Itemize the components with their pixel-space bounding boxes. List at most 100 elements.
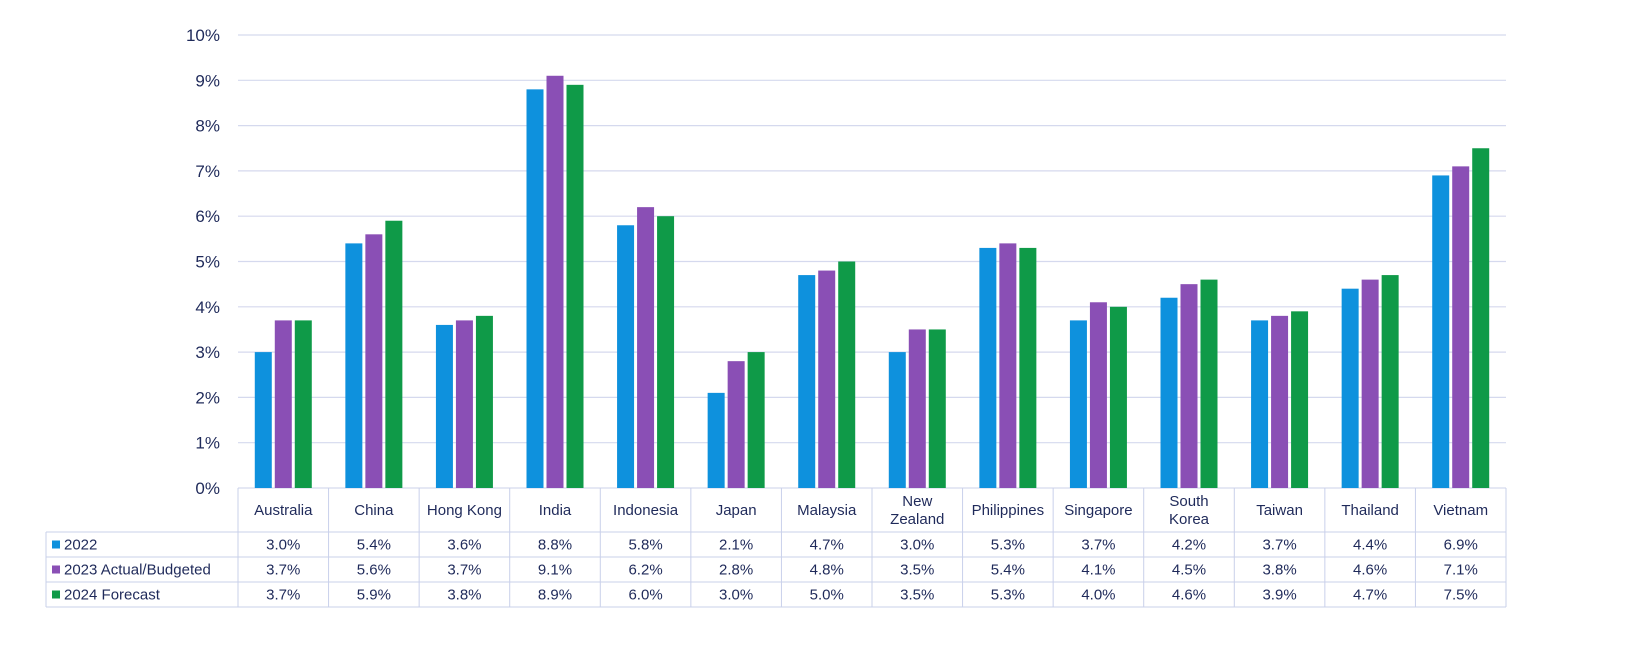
data-label: 4.0% [1081, 587, 1115, 604]
y-tick-label: 10% [186, 26, 220, 45]
data-label: 3.5% [900, 562, 934, 579]
category-label: Korea [1169, 511, 1210, 528]
y-tick-label: 5% [195, 253, 220, 272]
category-label: Hong Kong [427, 502, 502, 519]
data-label: 5.0% [810, 587, 844, 604]
bar [928, 329, 946, 488]
data-label: 7.1% [1444, 562, 1478, 579]
data-label: 3.0% [900, 537, 934, 554]
bars [254, 75, 1490, 489]
bar [707, 392, 725, 488]
data-label: 3.7% [447, 562, 481, 579]
y-tick-label: 6% [195, 207, 220, 226]
data-label: 6.0% [628, 587, 662, 604]
category-label: Vietnam [1433, 502, 1488, 519]
bar [385, 220, 403, 489]
legend-swatch [52, 540, 60, 549]
bar [254, 352, 272, 488]
y-tick-label: 4% [195, 298, 220, 317]
data-label: 5.8% [628, 537, 662, 554]
data-label: 4.7% [1353, 587, 1387, 604]
data-label: 5.4% [991, 562, 1025, 579]
bar [274, 320, 292, 488]
bar [888, 352, 906, 488]
data-label: 3.7% [1262, 537, 1296, 554]
category-label: Japan [716, 502, 757, 519]
data-label: 3.8% [447, 587, 481, 604]
bar [1452, 166, 1470, 488]
data-label: 4.2% [1172, 537, 1206, 554]
bar [727, 361, 745, 488]
legend-label: 2024 Forecast [64, 587, 161, 604]
bar [657, 216, 675, 488]
bar [1361, 279, 1379, 488]
legend-label: 2023 Actual/Budgeted [64, 562, 211, 579]
data-table: Australia China Hong Kong India Indonesia Jap… [45, 488, 1507, 608]
data-label: 7.5% [1444, 587, 1478, 604]
data-label: 4.4% [1353, 537, 1387, 554]
category-label: Thailand [1341, 502, 1399, 519]
bar [747, 352, 765, 488]
bar [345, 243, 363, 488]
data-label: 2.8% [719, 562, 753, 579]
bar [1200, 279, 1218, 488]
data-label: 4.6% [1353, 562, 1387, 579]
data-label: 3.7% [266, 587, 300, 604]
y-tick-label: 8% [195, 117, 220, 136]
bar [1291, 311, 1309, 488]
category-label: New [902, 493, 932, 510]
data-label: 3.7% [1081, 537, 1115, 554]
data-label: 6.9% [1444, 537, 1478, 554]
bar [637, 207, 655, 488]
bar [1089, 302, 1107, 488]
bar [546, 75, 564, 489]
y-axis-ticks: 0% 1% 2% 3% 4% 5% 6% 7% 8% 9% 10% [186, 26, 220, 498]
data-label: 4.8% [810, 562, 844, 579]
bar [798, 275, 816, 488]
data-label: 3.9% [1262, 587, 1296, 604]
category-label: Singapore [1064, 502, 1132, 519]
category-label: Taiwan [1256, 502, 1303, 519]
bar [1160, 297, 1178, 488]
data-label: 8.9% [538, 587, 572, 604]
y-tick-label: 0% [195, 479, 220, 498]
bar [475, 315, 493, 488]
bar [979, 247, 997, 488]
category-label: China [354, 502, 394, 519]
bar [838, 261, 856, 488]
data-label: 3.0% [266, 537, 300, 554]
category-label: Malaysia [797, 502, 857, 519]
data-label: 9.1% [538, 562, 572, 579]
bar [365, 234, 383, 488]
category-label: Philippines [972, 502, 1045, 519]
legend-label: 2022 [64, 537, 97, 554]
y-tick-label: 9% [195, 71, 220, 90]
data-label: 4.6% [1172, 587, 1206, 604]
bar [908, 329, 926, 488]
bar [1109, 306, 1127, 488]
data-label: 3.5% [900, 587, 934, 604]
bar [1432, 175, 1450, 488]
gridlines [238, 34, 1506, 489]
bar [1069, 320, 1087, 488]
data-label: 4.7% [810, 537, 844, 554]
data-label: 5.6% [357, 562, 391, 579]
bar [455, 320, 473, 488]
bar [1472, 148, 1490, 488]
bar [1251, 320, 1269, 488]
data-label: 4.1% [1081, 562, 1115, 579]
data-label: 5.4% [357, 537, 391, 554]
legend-swatch [52, 565, 60, 574]
y-tick-label: 7% [195, 162, 220, 181]
y-tick-label: 1% [195, 434, 220, 453]
data-label: 3.8% [1262, 562, 1296, 579]
data-label: 2.1% [719, 537, 753, 554]
bar [435, 324, 453, 488]
bar [1381, 275, 1399, 488]
data-label: 3.7% [266, 562, 300, 579]
data-label: 6.2% [628, 562, 662, 579]
legend-swatch [52, 590, 60, 599]
bar [1341, 288, 1359, 488]
bar [818, 270, 836, 488]
